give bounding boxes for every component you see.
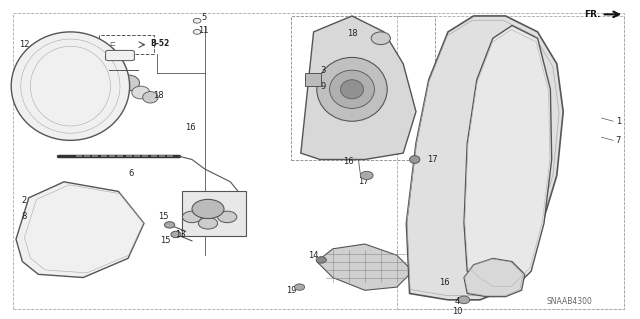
Ellipse shape <box>116 75 140 91</box>
Ellipse shape <box>371 32 390 45</box>
Text: 6: 6 <box>129 169 134 178</box>
FancyBboxPatch shape <box>106 50 134 61</box>
Ellipse shape <box>193 30 201 34</box>
Text: 16: 16 <box>186 123 196 132</box>
Text: ⊏: ⊏ <box>109 41 115 47</box>
FancyBboxPatch shape <box>182 191 246 236</box>
Ellipse shape <box>164 222 175 228</box>
Text: 17: 17 <box>428 155 438 164</box>
Text: 2: 2 <box>22 197 27 205</box>
Text: SNAAB4300: SNAAB4300 <box>547 297 593 306</box>
Bar <box>397 16 624 309</box>
Ellipse shape <box>330 70 374 108</box>
Text: 19: 19 <box>286 286 296 295</box>
Text: 7: 7 <box>616 136 621 145</box>
Ellipse shape <box>294 284 305 290</box>
Ellipse shape <box>360 171 373 180</box>
Ellipse shape <box>218 211 237 223</box>
Polygon shape <box>317 244 413 290</box>
Text: 13: 13 <box>175 230 186 239</box>
Ellipse shape <box>198 218 218 229</box>
Ellipse shape <box>132 86 150 99</box>
Text: 16: 16 <box>440 278 450 287</box>
Text: 3: 3 <box>321 66 326 75</box>
Bar <box>291 16 435 160</box>
Text: 10: 10 <box>452 307 463 315</box>
Text: 17: 17 <box>358 177 369 186</box>
Text: 4: 4 <box>455 297 460 306</box>
Text: 15: 15 <box>158 212 168 221</box>
Ellipse shape <box>192 199 224 219</box>
Ellipse shape <box>143 92 158 103</box>
Ellipse shape <box>182 211 202 223</box>
Text: FR.: FR. <box>584 10 600 19</box>
Text: 9: 9 <box>321 82 326 91</box>
Text: 8: 8 <box>22 212 27 221</box>
Text: 18: 18 <box>154 91 164 100</box>
Polygon shape <box>16 182 144 278</box>
Ellipse shape <box>340 80 364 99</box>
Polygon shape <box>406 16 563 300</box>
Text: 15: 15 <box>160 236 170 245</box>
Text: 16: 16 <box>344 157 354 166</box>
Ellipse shape <box>317 57 387 121</box>
Text: 5: 5 <box>201 13 206 22</box>
Polygon shape <box>464 26 552 290</box>
Text: B-52: B-52 <box>150 39 170 48</box>
Bar <box>99 35 154 54</box>
FancyBboxPatch shape <box>305 73 321 86</box>
Ellipse shape <box>171 231 181 238</box>
Ellipse shape <box>12 32 130 140</box>
Text: 18: 18 <box>347 29 357 38</box>
Text: 11: 11 <box>198 26 209 35</box>
Text: 12: 12 <box>19 40 29 49</box>
Text: 1: 1 <box>616 117 621 126</box>
Ellipse shape <box>316 257 326 263</box>
Ellipse shape <box>410 156 420 163</box>
Polygon shape <box>301 16 416 160</box>
Ellipse shape <box>193 18 201 23</box>
Polygon shape <box>464 258 525 297</box>
Text: 14: 14 <box>308 251 319 260</box>
Ellipse shape <box>458 296 470 304</box>
